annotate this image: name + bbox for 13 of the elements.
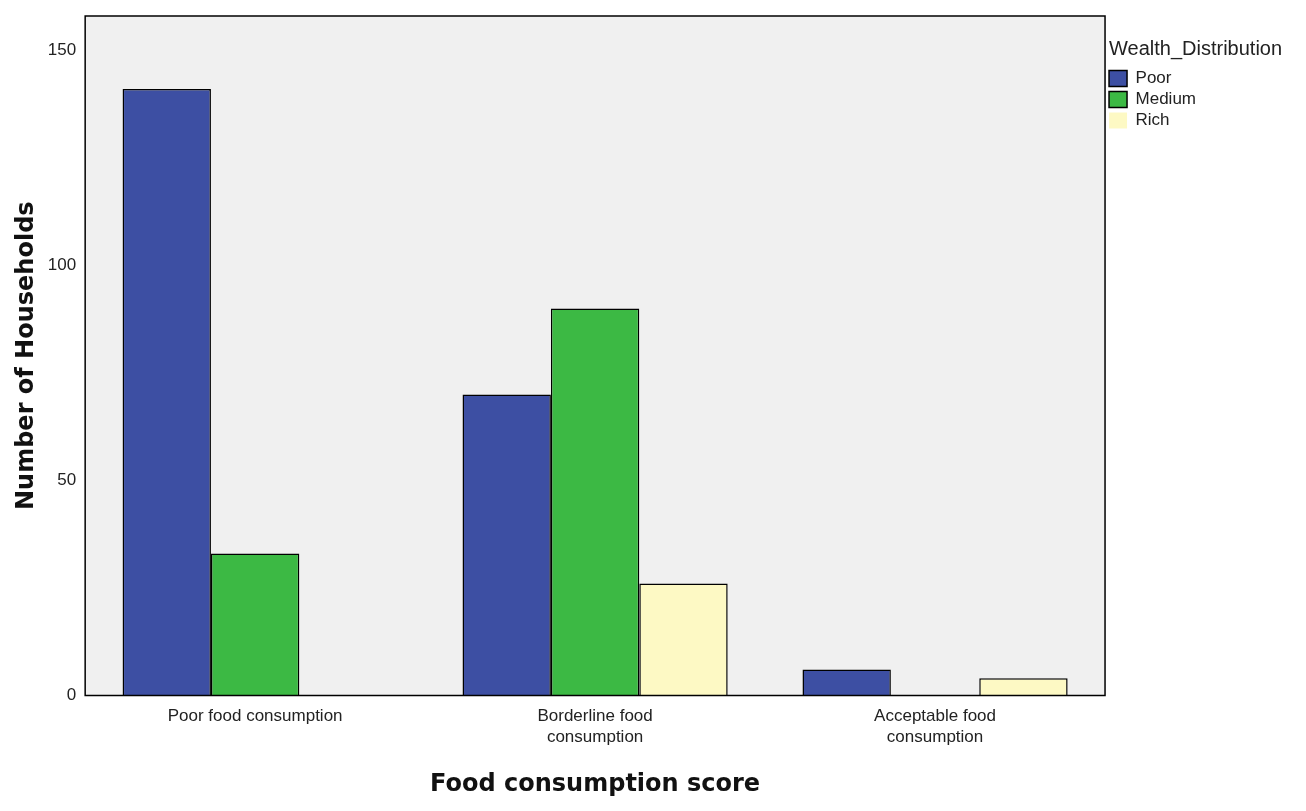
x-tick-label: Borderline food consumption: [537, 706, 653, 746]
legend-label: Medium: [1135, 89, 1197, 109]
y-tick-label: 50: [57, 470, 77, 490]
legend-title: Wealth_Distribution: [1109, 36, 1283, 60]
y-tick-label: 100: [47, 255, 77, 275]
x-axis-title: Food consumption score: [430, 768, 761, 797]
legend-label: Rich: [1135, 110, 1170, 130]
y-tick-label: 0: [66, 685, 77, 705]
y-tick-label: 150: [47, 40, 77, 60]
legend-label: Poor: [1135, 68, 1172, 88]
x-tick-label: Poor food consumption: [167, 706, 343, 726]
y-axis-title: Number of Households: [10, 201, 39, 510]
x-tick-label: Acceptable food consumption: [874, 706, 997, 746]
